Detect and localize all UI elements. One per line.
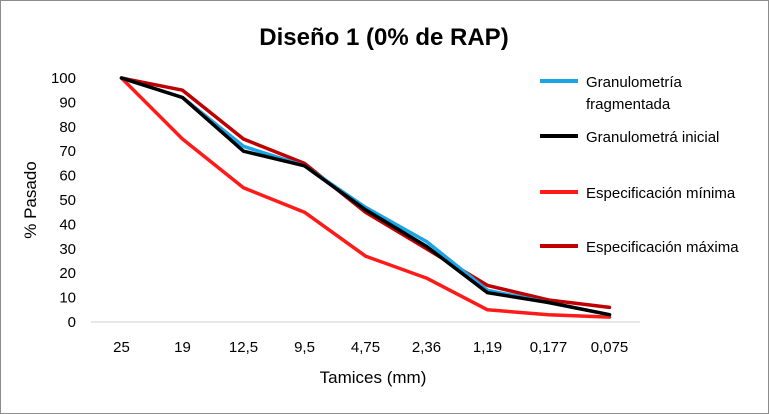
y-tick-label: 60 <box>59 168 76 185</box>
chart-title: Diseño 1 (0% de RAP) <box>259 24 508 51</box>
x-tick-label: 25 <box>113 339 130 356</box>
legend-label: Granulometrá inicial <box>586 129 719 146</box>
y-tick-label: 80 <box>59 119 76 136</box>
series-line-3 <box>119 76 612 317</box>
series-line-2 <box>119 76 612 317</box>
legend: Granulometría fragmentada Granulometrá ini… <box>540 74 739 256</box>
y-tick-label: 20 <box>59 265 76 282</box>
x-tick-label: 9,5 <box>294 339 315 356</box>
y-tick-label: 30 <box>59 241 76 258</box>
x-tick-label: 4,75 <box>351 339 380 356</box>
x-tick-label: 19 <box>174 339 191 356</box>
y-tick-label: 10 <box>59 290 76 307</box>
legend-label: Especificación mínima <box>586 185 736 202</box>
x-tick-label: 0,075 <box>591 339 629 356</box>
series-line-0 <box>119 76 612 319</box>
y-tick-label: 70 <box>59 143 76 160</box>
x-tick-label: 2,36 <box>412 339 441 356</box>
y-tick-label: 0 <box>68 314 76 331</box>
y-tick-label: 40 <box>59 216 76 233</box>
y-axis-label: % Pasado <box>21 161 40 239</box>
plot-area: 0 10 20 30 40 50 60 70 80 90 100 25 19 12,5 9,5 4,75 2,3… <box>51 70 640 356</box>
x-tick-label: 12,5 <box>229 339 258 356</box>
x-axis-label: Tamices (mm) <box>320 368 427 387</box>
legend-label: fragmentada <box>586 96 671 113</box>
x-tick-label: 1,19 <box>473 339 502 356</box>
y-tick-label: 50 <box>59 192 76 209</box>
x-tick-label: 0,177 <box>530 339 568 356</box>
legend-label: Especificación máxima <box>586 239 739 256</box>
y-tick-label: 90 <box>59 94 76 111</box>
legend-label: Granulometría <box>586 74 683 91</box>
y-tick-label: 100 <box>51 70 76 87</box>
series-line-1 <box>119 76 612 310</box>
